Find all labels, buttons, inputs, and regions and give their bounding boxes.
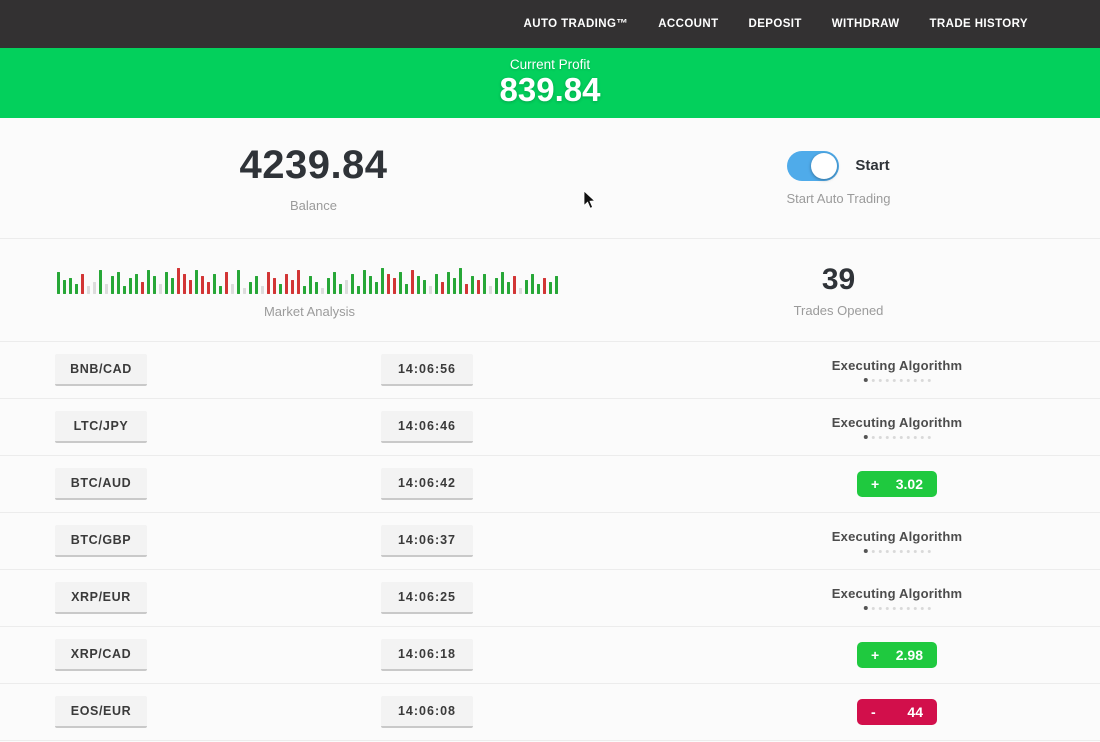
trades-opened-value: 39 — [821, 262, 856, 296]
trade-status: Executing Algorithm — [832, 586, 962, 610]
executing-label: Executing Algorithm — [831, 529, 963, 544]
market-analysis-block: Market Analysis — [0, 239, 627, 341]
balance-value: 4239.84 — [239, 143, 388, 187]
pair-chip: LTC/JPY — [55, 411, 147, 443]
nav-item-trade-history[interactable]: TRADE HISTORY — [929, 18, 1028, 30]
pair-chip: XRP/CAD — [55, 639, 147, 671]
executing-label: Executing Algorithm — [831, 415, 963, 430]
trade-row: XRP/CAD 14:06:18 +2.98 — [0, 627, 1100, 684]
toggle-label: Start — [855, 157, 890, 174]
market-analysis-chart — [57, 262, 562, 294]
current-profit-label: Current Profit — [509, 57, 591, 73]
nav-item-withdraw[interactable]: WITHDRAW — [831, 18, 900, 30]
time-chip: 14:06:56 — [381, 354, 473, 386]
trade-row: EOS/EUR 14:06:08 -44 — [0, 684, 1100, 741]
trade-row: BTC/GBP 14:06:37 Executing Algorithm — [0, 513, 1100, 570]
nav-item-account[interactable]: ACCOUNT — [658, 18, 719, 30]
trade-row: XRP/EUR 14:06:25 Executing Algorithm — [0, 570, 1100, 627]
pair-chip: BTC/AUD — [55, 468, 147, 500]
auto-trading-caption: Start Auto Trading — [786, 190, 891, 206]
time-chip: 14:06:46 — [381, 411, 473, 443]
trades-opened-block: 39 Trades Opened — [627, 239, 1100, 341]
progress-dots — [863, 378, 931, 382]
trade-status: Executing Algorithm — [832, 415, 962, 439]
trade-status: +3.02 — [857, 471, 937, 497]
progress-dots — [863, 606, 931, 610]
trade-row: LTC/JPY 14:06:46 Executing Algorithm — [0, 399, 1100, 456]
time-chip: 14:06:42 — [381, 468, 473, 500]
time-chip: 14:06:37 — [381, 525, 473, 557]
trade-status: -44 — [857, 699, 937, 725]
executing-label: Executing Algorithm — [831, 358, 963, 373]
market-analysis-label: Market Analysis — [263, 303, 356, 319]
current-profit-banner: Current Profit 839.84 — [0, 48, 1100, 118]
toggle-knob-icon — [811, 152, 838, 179]
nav-item-auto-trading[interactable]: AUTO TRADING™ — [523, 18, 629, 30]
market-section: Market Analysis 39 Trades Opened — [0, 238, 1100, 341]
trade-status: Executing Algorithm — [832, 529, 962, 553]
profit-badge: +3.02 — [857, 471, 937, 497]
trades-list: BNB/CAD 14:06:56 Executing Algorithm LTC… — [0, 341, 1100, 741]
pair-chip: XRP/EUR — [55, 582, 147, 614]
balance-label: Balance — [290, 198, 337, 213]
time-chip: 14:06:25 — [381, 582, 473, 614]
trade-status: +2.98 — [857, 642, 937, 668]
trade-status: Executing Algorithm — [832, 358, 962, 382]
loss-badge: -44 — [857, 699, 937, 725]
trades-opened-label: Trades Opened — [793, 302, 884, 318]
trade-row: BNB/CAD 14:06:56 Executing Algorithm — [0, 342, 1100, 399]
time-chip: 14:06:08 — [381, 696, 473, 728]
executing-label: Executing Algorithm — [831, 586, 963, 601]
auto-trading-block: Start Start Auto Trading — [627, 118, 1100, 238]
progress-dots — [863, 435, 931, 439]
progress-dots — [863, 549, 931, 553]
time-chip: 14:06:18 — [381, 639, 473, 671]
pair-chip: BTC/GBP — [55, 525, 147, 557]
pair-chip: EOS/EUR — [55, 696, 147, 728]
current-profit-value: 839.84 — [499, 71, 601, 109]
summary-section: 4239.84 Balance Start Start Auto Trading — [0, 118, 1100, 238]
balance-block: 4239.84 Balance — [0, 118, 627, 238]
pair-chip: BNB/CAD — [55, 354, 147, 386]
profit-badge: +2.98 — [857, 642, 937, 668]
top-navbar: AUTO TRADING™ ACCOUNT DEPOSIT WITHDRAW T… — [0, 0, 1100, 48]
nav-item-deposit[interactable]: DEPOSIT — [748, 18, 802, 30]
trade-row: BTC/AUD 14:06:42 +3.02 — [0, 456, 1100, 513]
auto-trading-toggle[interactable] — [787, 150, 840, 181]
